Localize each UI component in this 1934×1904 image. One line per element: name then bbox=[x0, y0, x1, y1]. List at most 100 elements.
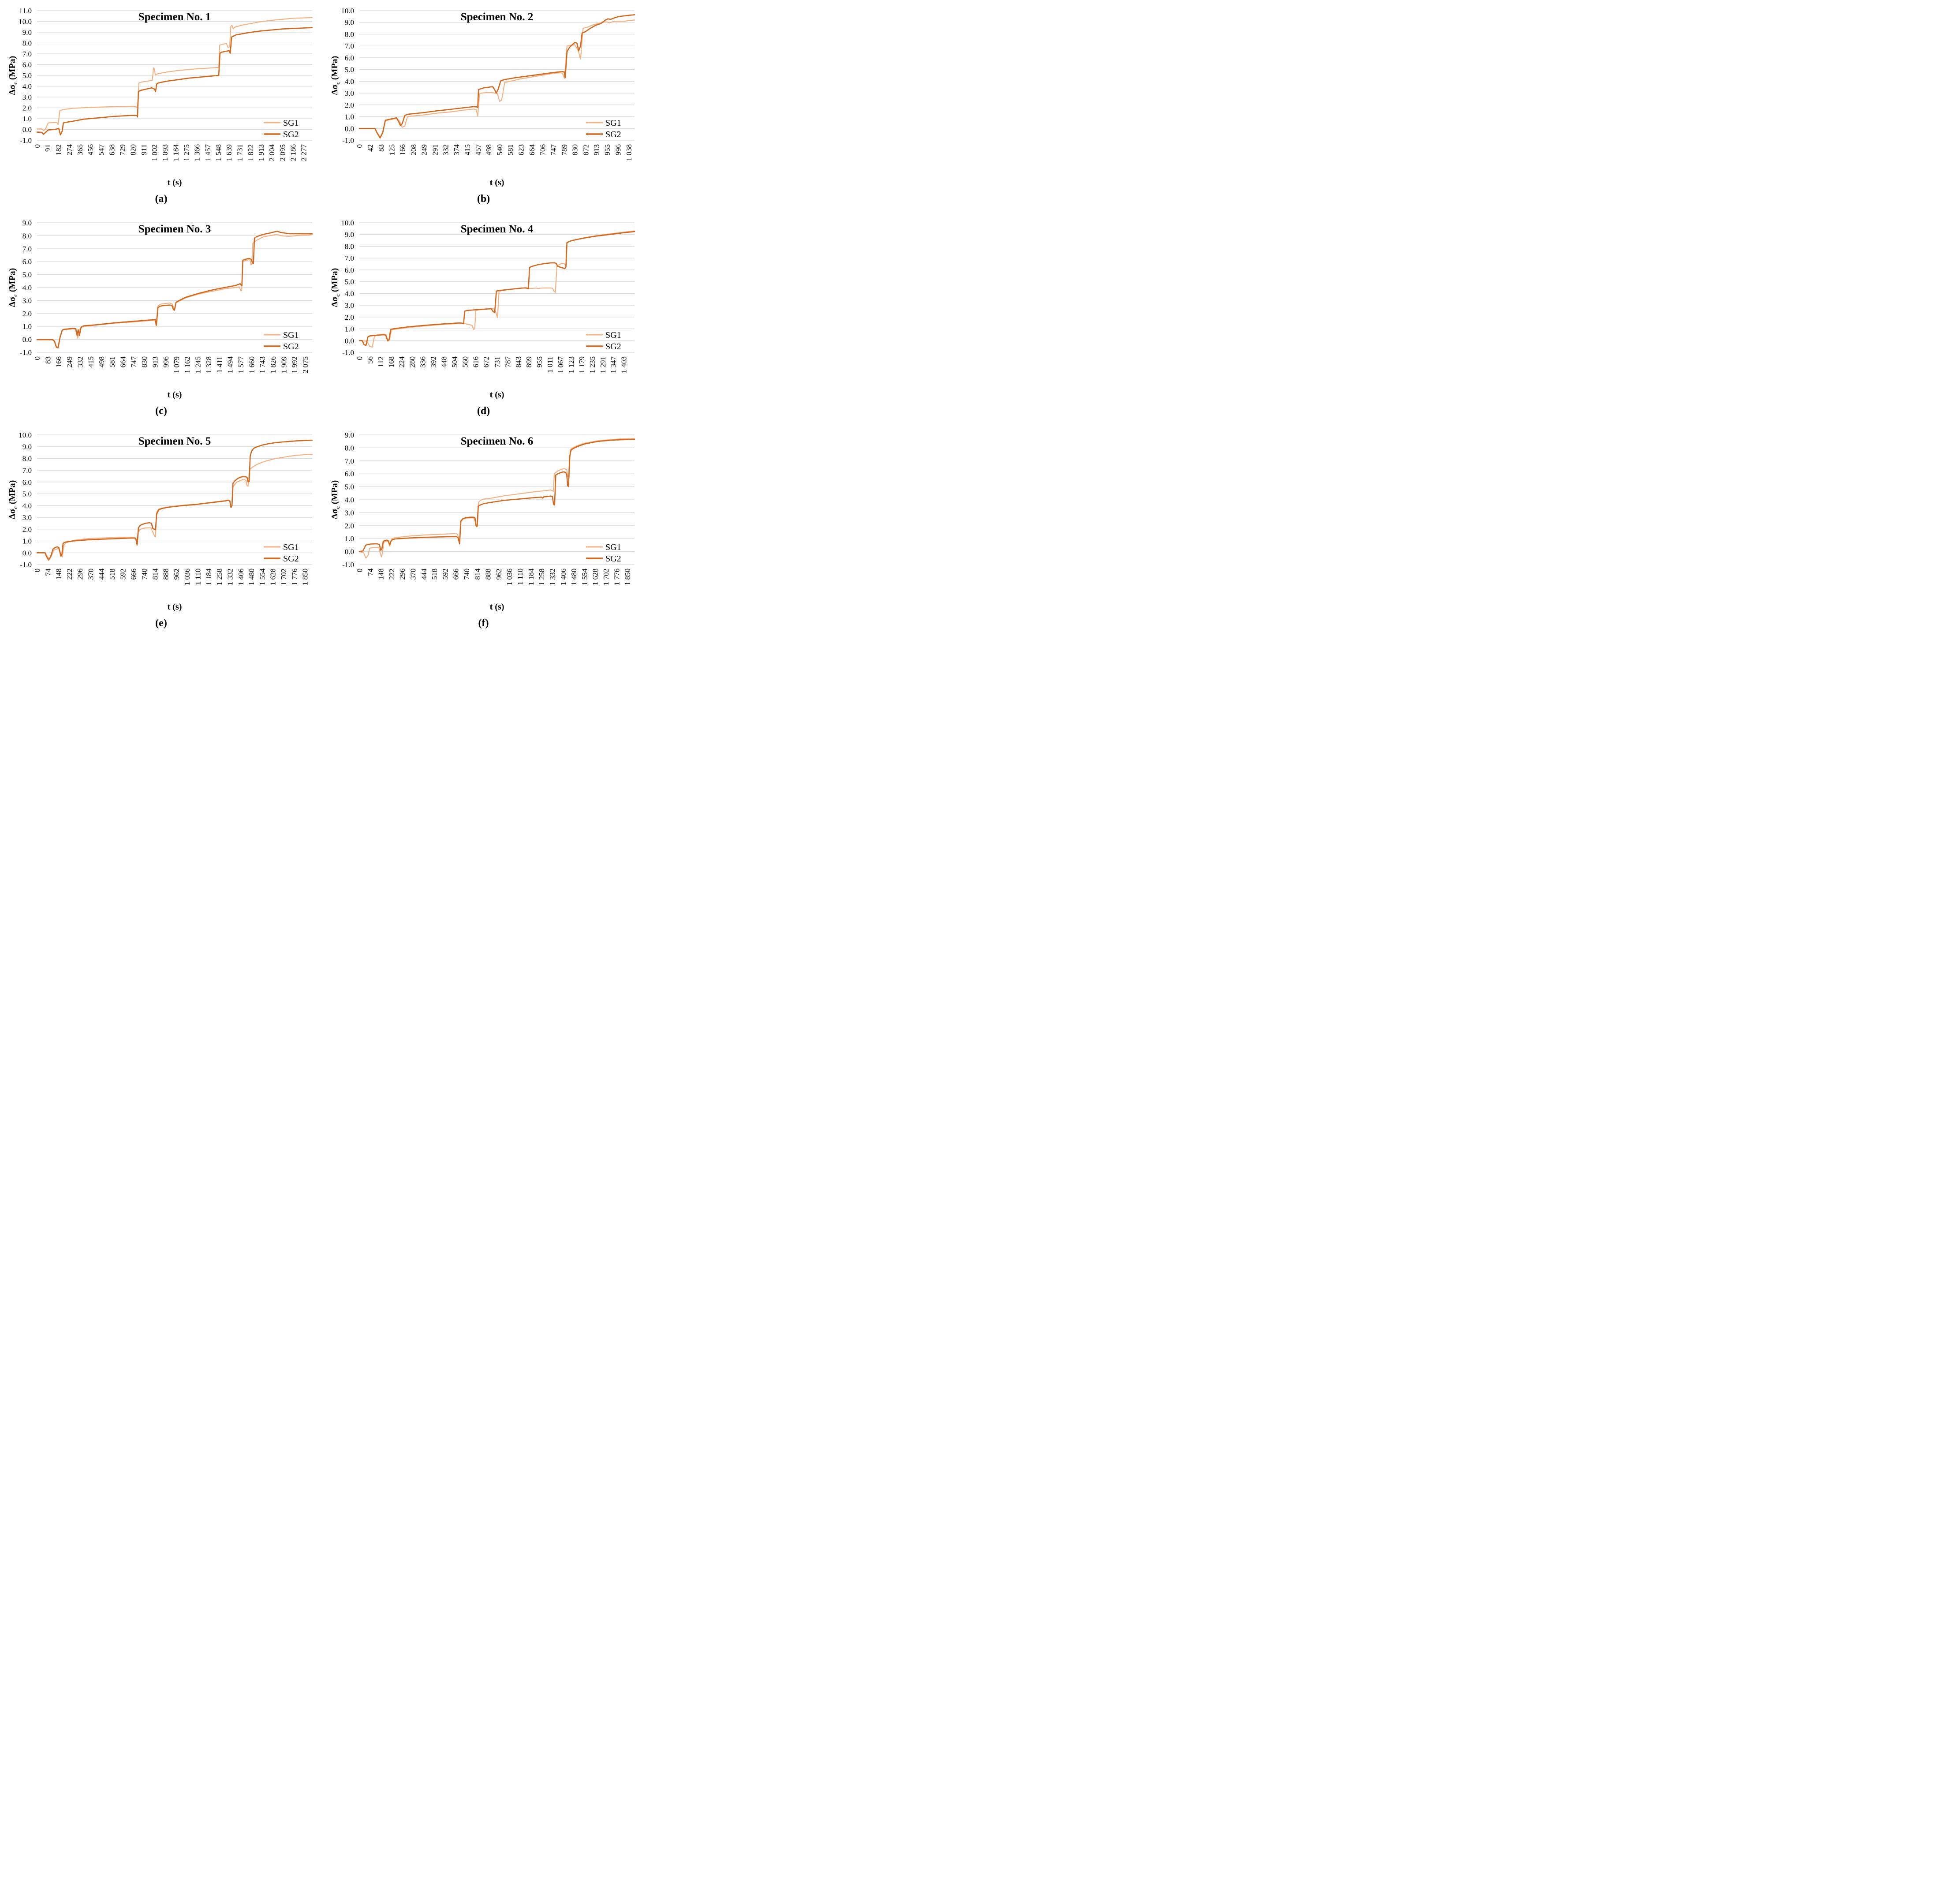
chart-canvas-b: -1.0 0.0 1.0 2.0 3.0 4.0 5.0 6.0 7.0 8.0 9.0 10.0 0 4… bbox=[329, 3, 638, 192]
svg-text:1 002: 1 002 bbox=[150, 144, 159, 161]
svg-text:1 332: 1 332 bbox=[226, 569, 234, 585]
chart-canvas-e: -1.0 0.0 1.0 2.0 3.0 4.0 5.0 6.0 7.0 8.0 9.0 10.0 0 7… bbox=[7, 427, 316, 617]
x-axis-label: t (s) bbox=[167, 178, 182, 187]
svg-text:789: 789 bbox=[560, 144, 568, 156]
svg-text:1 406: 1 406 bbox=[559, 569, 567, 585]
svg-text:1 702: 1 702 bbox=[280, 569, 288, 585]
svg-text:1 628: 1 628 bbox=[269, 569, 277, 585]
svg-text:0: 0 bbox=[33, 356, 41, 360]
svg-text:1 245: 1 245 bbox=[194, 356, 202, 373]
svg-text:1 494: 1 494 bbox=[226, 356, 234, 374]
svg-text:1 110: 1 110 bbox=[516, 569, 524, 585]
svg-text:1.0: 1.0 bbox=[22, 115, 31, 123]
svg-text:1 628: 1 628 bbox=[591, 569, 599, 585]
svg-text:448: 448 bbox=[440, 356, 448, 368]
svg-text:518: 518 bbox=[108, 569, 116, 580]
svg-text:83: 83 bbox=[44, 356, 52, 364]
svg-text:222: 222 bbox=[65, 569, 73, 580]
svg-text:1 660: 1 660 bbox=[247, 356, 256, 373]
svg-text:1 548: 1 548 bbox=[214, 144, 223, 161]
svg-text:638: 638 bbox=[108, 144, 116, 156]
svg-text:955: 955 bbox=[603, 144, 612, 156]
svg-text:592: 592 bbox=[441, 569, 449, 580]
chart-title: Specimen No. 5 bbox=[138, 435, 211, 447]
panel-caption-b: (b) bbox=[477, 193, 490, 205]
svg-text:0: 0 bbox=[355, 144, 364, 148]
chart-panel-f: -1.0 0.0 1.0 2.0 3.0 4.0 5.0 6.0 7.0 8.0 9.0 0 74 148… bbox=[322, 427, 645, 637]
legend-item-sg1: SG1 bbox=[263, 542, 299, 552]
svg-text:830: 830 bbox=[140, 356, 149, 368]
svg-text:3.0: 3.0 bbox=[344, 509, 354, 517]
svg-text:623: 623 bbox=[517, 144, 525, 156]
chart-canvas-f: -1.0 0.0 1.0 2.0 3.0 4.0 5.0 6.0 7.0 8.0 9.0 0 74 148… bbox=[329, 427, 638, 617]
chart-title: Specimen No. 6 bbox=[460, 435, 533, 447]
svg-text:6.0: 6.0 bbox=[344, 470, 354, 478]
svg-text:5.0: 5.0 bbox=[22, 71, 31, 80]
svg-text:962: 962 bbox=[172, 569, 180, 580]
panel-caption-f: (f) bbox=[478, 617, 489, 629]
chart-title: Specimen No. 2 bbox=[460, 11, 533, 23]
svg-text:1 776: 1 776 bbox=[612, 569, 621, 585]
svg-text:444: 444 bbox=[419, 569, 428, 580]
panel-caption-e: (e) bbox=[155, 617, 167, 629]
series-lines bbox=[36, 17, 313, 136]
panel-caption-c: (c) bbox=[155, 405, 167, 417]
svg-text:996: 996 bbox=[161, 356, 170, 368]
y-axis-label: Δσc (MPa) bbox=[7, 480, 19, 520]
svg-text:9.0: 9.0 bbox=[344, 19, 354, 27]
svg-text:148: 148 bbox=[54, 569, 63, 580]
svg-text:1 992: 1 992 bbox=[290, 356, 299, 373]
svg-text:4.0: 4.0 bbox=[22, 284, 31, 292]
svg-text:-1.0: -1.0 bbox=[20, 561, 32, 569]
legend-item-sg1: SG1 bbox=[586, 330, 621, 340]
svg-text:7.0: 7.0 bbox=[22, 50, 31, 58]
svg-text:208: 208 bbox=[409, 144, 418, 156]
svg-text:332: 332 bbox=[441, 144, 450, 156]
svg-text:1 826: 1 826 bbox=[269, 356, 277, 373]
svg-text:1 038: 1 038 bbox=[625, 144, 633, 161]
legend-item-sg2: SG2 bbox=[263, 342, 299, 352]
svg-text:7.0: 7.0 bbox=[344, 42, 354, 50]
x-tick-labels: 0 83 166 249 332 415 498 581 664 747 830 913 996 1 07… bbox=[33, 356, 310, 374]
svg-text:1 366: 1 366 bbox=[193, 144, 201, 161]
svg-text:1 036: 1 036 bbox=[505, 569, 514, 585]
svg-text:0.0: 0.0 bbox=[344, 548, 354, 556]
svg-text:5.0: 5.0 bbox=[22, 271, 31, 279]
svg-text:0.0: 0.0 bbox=[22, 336, 31, 344]
svg-text:74: 74 bbox=[366, 569, 374, 576]
chart-svg-e: -1.00.01.02.03.04.05.06.07.08.09.010.00 7… bbox=[7, 431, 313, 612]
svg-text:996: 996 bbox=[614, 144, 622, 156]
svg-text:249: 249 bbox=[65, 356, 73, 368]
svg-text:5.0: 5.0 bbox=[344, 483, 354, 491]
svg-text:560: 560 bbox=[461, 356, 469, 368]
svg-text:547: 547 bbox=[97, 144, 105, 156]
svg-text:365: 365 bbox=[75, 144, 84, 156]
chart-canvas-d: -1.0 0.0 1.0 2.0 3.0 4.0 5.0 6.0 7.0 8.0 9.0 10.0 0 5… bbox=[329, 215, 638, 404]
svg-text:1 776: 1 776 bbox=[290, 569, 299, 585]
svg-text:0.0: 0.0 bbox=[344, 124, 354, 133]
svg-text:10.0: 10.0 bbox=[341, 7, 354, 15]
series-lines bbox=[36, 439, 313, 561]
series-lines bbox=[358, 230, 635, 348]
svg-text:291: 291 bbox=[431, 144, 439, 156]
svg-text:1 406: 1 406 bbox=[236, 569, 245, 585]
svg-text:166: 166 bbox=[398, 144, 407, 156]
svg-text:814: 814 bbox=[151, 569, 159, 580]
y-axis-label: Δσc (MPa) bbox=[330, 268, 341, 307]
svg-text:296: 296 bbox=[76, 569, 84, 580]
svg-text:787: 787 bbox=[504, 356, 512, 368]
x-tick-labels: 0 42 83 125 166 208 249 291 332 374 415 457 498 540 58… bbox=[355, 144, 633, 161]
svg-text:581: 581 bbox=[108, 356, 116, 368]
legend-label-sg2: SG2 bbox=[605, 342, 621, 352]
series-line-sg1 bbox=[36, 17, 313, 131]
chart-panel-a: -1.0 0.0 1.0 2.0 3.0 4.0 5.0 6.0 7.0 8.0 9.0 10.0 11… bbox=[0, 3, 322, 213]
svg-text:955: 955 bbox=[535, 356, 544, 368]
x-tick-labels: 0 91 182 274 365 456 547 638 729 820 911 1 002 1 093… bbox=[33, 144, 308, 161]
svg-text:3.0: 3.0 bbox=[344, 89, 354, 97]
svg-text:5.0: 5.0 bbox=[344, 278, 354, 286]
svg-text:4.0: 4.0 bbox=[22, 501, 31, 510]
svg-text:1 731: 1 731 bbox=[235, 144, 244, 161]
y-tick-labels: -1.0 0.0 1.0 2.0 3.0 4.0 5.0 6.0 7.0 8.0 9.0 10.0 bbox=[19, 431, 32, 569]
